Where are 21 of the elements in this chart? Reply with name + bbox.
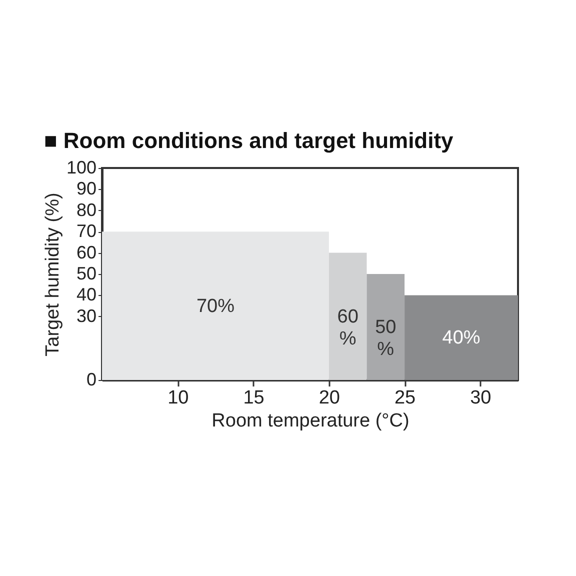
data-label: 70% [196, 296, 235, 317]
y-tick-label: 60 [76, 242, 96, 262]
y-tick-label: 70 [76, 221, 96, 242]
y-tick-label: 80 [76, 200, 96, 220]
x-tick-label: 10 [168, 388, 189, 408]
y-tick-label: 100 [66, 158, 96, 178]
x-tick-label: 15 [243, 388, 264, 408]
x-tick-label: 25 [394, 388, 416, 408]
y-tick-label: 30 [76, 306, 96, 326]
y-tick-label: 50 [76, 264, 96, 284]
data-label: 50 % [375, 317, 396, 360]
x-axis-title: Room temperature (°C) [212, 410, 410, 432]
chart-title: ■ Room conditions and target humidity [44, 128, 454, 153]
data-label: 40% [442, 328, 480, 349]
x-tick-label: 30 [470, 388, 492, 408]
y-tick-label: 40 [76, 284, 96, 305]
x-tick-label: 20 [318, 388, 340, 408]
y-tick-label: 0 [86, 370, 96, 390]
y-axis-title: Target humidity (%) [42, 192, 64, 356]
y-tick-label: 90 [76, 178, 96, 199]
data-label: 60 % [337, 306, 358, 350]
